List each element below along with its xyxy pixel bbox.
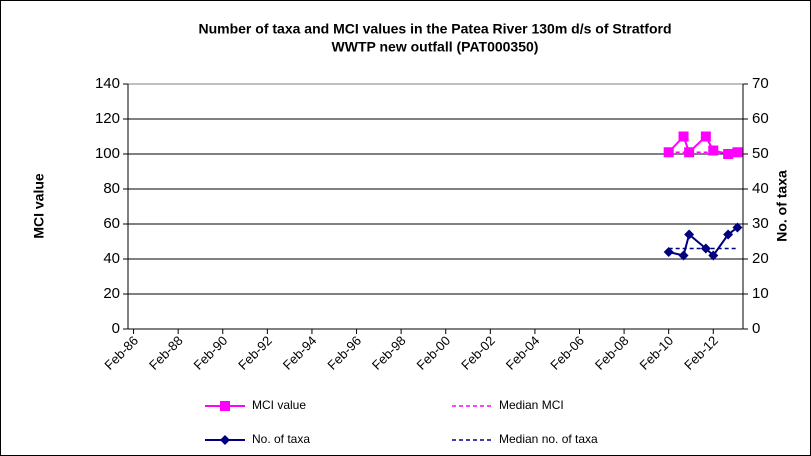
y2-tick-label: 40 [752,180,769,197]
marker [723,229,734,240]
y-axis-title: MCI value [31,173,47,239]
y-tick-label: 60 [103,215,120,232]
legend-label: Median MCI [499,398,564,412]
legend-label: MCI value [252,398,306,412]
y-tick-label: 20 [103,285,120,302]
marker [684,147,695,158]
y-tick-label: 120 [95,110,120,127]
legend-marker [220,435,230,445]
legend-label: Median no. of taxa [499,432,598,446]
y-tick-label: 0 [112,320,120,337]
y-tick-label: 140 [95,75,120,92]
marker [663,247,674,257]
y2-tick-label: 60 [752,110,769,127]
y2-tick-label: 20 [752,250,769,267]
y-tick-label: 40 [103,250,120,267]
y2-axis-title: No. of taxa [774,170,790,242]
marker [684,229,695,240]
marker [732,222,743,233]
marker [708,145,719,156]
chart-title: Number of taxa and MCI values in the Pat… [198,21,671,37]
y2-tick-label: 50 [752,145,769,162]
y-tick-label: 80 [103,180,120,197]
legend-marker [220,401,230,411]
marker [678,131,689,142]
legend-label: No. of taxa [252,432,310,446]
marker [678,250,689,261]
marker [708,250,719,261]
y2-tick-label: 0 [752,320,760,337]
y2-tick-label: 70 [752,75,769,92]
y2-tick-label: 10 [752,285,769,302]
marker [723,149,734,159]
marker [732,147,743,158]
chart-title: WWTP new outfall (PAT000350) [332,39,539,55]
marker [700,131,711,142]
y-tick-label: 100 [95,145,120,162]
y2-tick-label: 30 [752,215,769,232]
